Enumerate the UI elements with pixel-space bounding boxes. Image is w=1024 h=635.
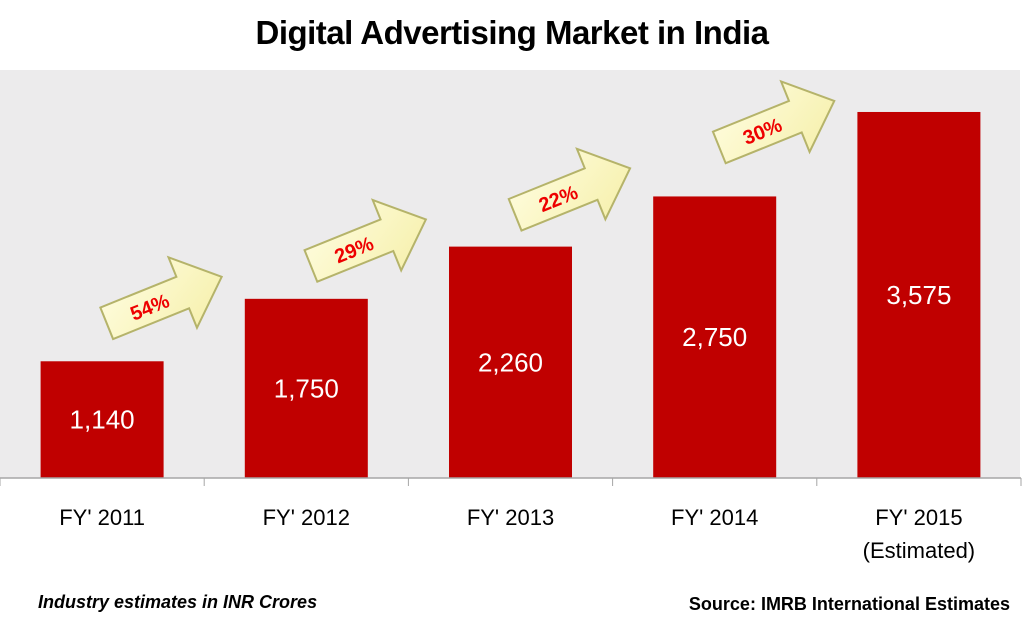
units-note: Industry estimates in INR Crores: [38, 592, 318, 612]
x-tick-label: FY' 2014: [671, 505, 758, 530]
source-note: Source: IMRB International Estimates: [688, 594, 1010, 614]
value-label: 3,575: [886, 280, 951, 310]
x-tick-sublabel: (Estimated): [863, 538, 975, 563]
growth-arrow: 30%: [711, 79, 836, 165]
arrow-shape: [303, 198, 428, 284]
value-label: 2,750: [682, 322, 747, 352]
bar-2012: [244, 298, 368, 478]
bar-2014: [653, 196, 777, 479]
x-tick-label: FY' 2012: [263, 505, 350, 530]
value-label: 1,750: [274, 373, 339, 403]
arrow-shape: [99, 255, 224, 341]
x-tick-label: FY' 2015: [875, 505, 962, 530]
growth-arrow: 22%: [507, 147, 632, 232]
value-label: 2,260: [478, 347, 543, 377]
bar-2011: [40, 361, 164, 478]
growth-arrow: 29%: [303, 198, 428, 284]
growth-arrow: 54%: [99, 255, 224, 341]
bar-2013: [449, 246, 572, 478]
arrow-shape: [711, 79, 836, 165]
x-tick-label: FY' 2013: [467, 505, 554, 530]
value-label: 1,140: [70, 405, 135, 435]
arrow-shape: [507, 147, 632, 232]
bar-2015: [857, 111, 981, 478]
chart-title: Digital Advertising Market in India: [255, 14, 769, 51]
x-tick-label: FY' 2011: [59, 505, 145, 530]
